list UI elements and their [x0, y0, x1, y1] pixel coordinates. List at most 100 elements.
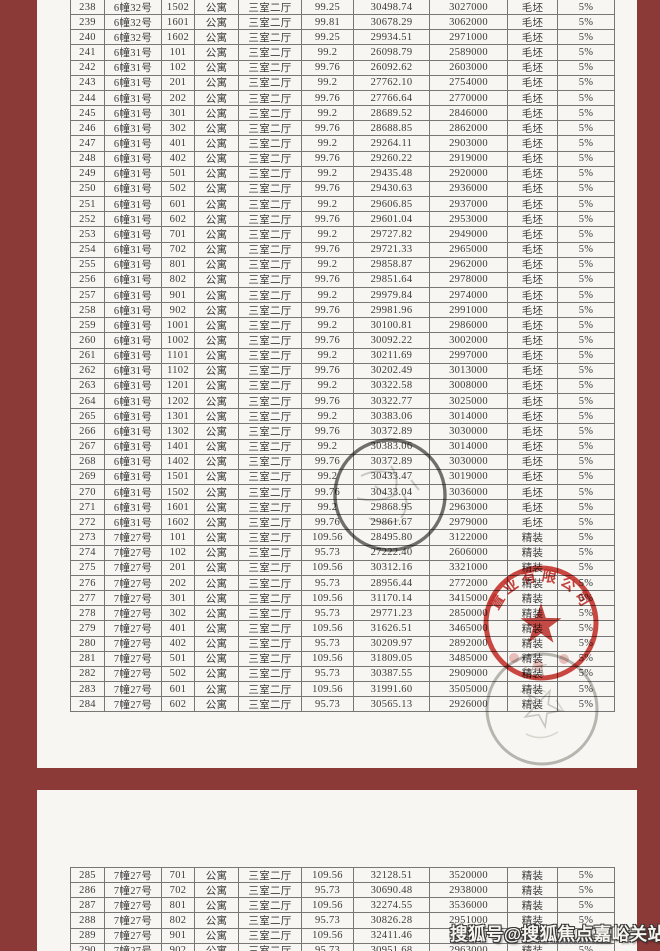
- cell-finish: 毛坯: [507, 363, 557, 378]
- table-row: 261 6幢31号 1101 公寓 三室二厅 99.2 30211.69 299…: [71, 347, 614, 363]
- cell-ratio: 5%: [557, 606, 614, 621]
- cell-room-number: 1002: [161, 333, 194, 348]
- cell-area: 99.76: [301, 363, 353, 378]
- cell-area: 99.76: [301, 515, 353, 530]
- cell-row-number: 240: [79, 31, 96, 43]
- cell-total-price: 3062000: [429, 15, 507, 30]
- cell-unit-price: 29430.63: [353, 181, 429, 197]
- cell-row-number: 253: [79, 228, 96, 240]
- cell-ratio: 5%: [557, 60, 614, 75]
- cell-room-number: 701: [161, 868, 194, 883]
- table-row: 253 6幢31号 701 公寓 三室二厅 99.2 29727.82 2949…: [71, 226, 614, 242]
- cell-layout: 三室二厅: [238, 697, 301, 712]
- cell-building: 6幢31号: [104, 272, 161, 287]
- cell-unit-price: 30209.97: [353, 636, 429, 651]
- table-row: 277 7幢27号 301 公寓 三室二厅 109.56 31170.14 34…: [71, 590, 614, 606]
- cell-building: 6幢31号: [104, 90, 161, 106]
- cell-finish: 精装: [507, 928, 557, 943]
- cell-room-number: 1001: [161, 318, 194, 333]
- table-row: 252 6幢31号 602 公寓 三室二厅 99.76 29601.04 295…: [71, 211, 614, 227]
- cell-building: 6幢31号: [104, 60, 161, 75]
- cell-finish: 毛坯: [507, 287, 557, 303]
- cell-ratio: 5%: [557, 287, 614, 303]
- cell-ratio: 5%: [557, 0, 614, 15]
- cell-unit-price: 30387.55: [353, 666, 429, 682]
- cell-layout: 三室二厅: [238, 883, 301, 898]
- cell-layout: 三室二厅: [238, 530, 301, 545]
- cell-total-price: 2926000: [429, 697, 507, 712]
- cell-unit-price: 29727.82: [353, 227, 429, 242]
- cell-row-number: 272: [79, 516, 96, 528]
- cell-building: 6幢31号: [104, 136, 161, 151]
- cell-row-number: 257: [79, 289, 96, 301]
- cell-finish: 毛坯: [507, 30, 557, 45]
- cell-room-number: 501: [161, 166, 194, 181]
- cell-property-type: 公寓: [194, 575, 238, 591]
- cell-property-type: 公寓: [194, 318, 238, 333]
- cell-room-number: 701: [161, 227, 194, 242]
- cell-room-number: 1602: [161, 515, 194, 530]
- cell-area: 109.56: [301, 868, 353, 883]
- cell-unit-price: 29435.48: [353, 166, 429, 181]
- cell-layout: 三室二厅: [238, 545, 301, 560]
- cell-property-type: 公寓: [194, 530, 238, 545]
- cell-area: 99.2: [301, 378, 353, 394]
- cell-property-type: 公寓: [194, 45, 238, 60]
- cell-unit-price: 29979.84: [353, 287, 429, 303]
- cell-area: 99.2: [301, 287, 353, 303]
- cell-area: 99.2: [301, 106, 353, 121]
- cell-unit-price: 30322.58: [353, 378, 429, 394]
- cell-property-type: 公寓: [194, 212, 238, 227]
- cell-total-price: 2909000: [429, 666, 507, 682]
- cell-unit-price: 29934.51: [353, 30, 429, 45]
- cell-finish: 精装: [507, 591, 557, 606]
- cell-room-number: 501: [161, 651, 194, 666]
- cell-area: 99.81: [301, 15, 353, 30]
- cell-row-number: 241: [79, 47, 96, 59]
- cell-room-number: 202: [161, 575, 194, 591]
- cell-total-price: 2846000: [429, 106, 507, 121]
- cell-unit-price: 30433.04: [353, 485, 429, 500]
- cell-total-price: 3014000: [429, 409, 507, 424]
- cell-finish: 毛坯: [507, 106, 557, 121]
- cell-finish: 毛坯: [507, 45, 557, 60]
- cell-row-number: 265: [79, 410, 96, 422]
- cell-ratio: 5%: [557, 883, 614, 898]
- cell-unit-price: 31626.51: [353, 621, 429, 636]
- cell-room-number: 802: [161, 272, 194, 287]
- cell-finish: 毛坯: [507, 90, 557, 106]
- cell-building: 6幢31号: [104, 439, 161, 454]
- table-row: 290 7幢27号 902 公寓 三室二厅 95.73 30951.68 296…: [71, 942, 614, 951]
- cell-building: 7幢27号: [104, 545, 161, 560]
- cell-property-type: 公寓: [194, 394, 238, 409]
- cell-area: 99.2: [301, 348, 353, 363]
- cell-finish: 毛坯: [507, 272, 557, 287]
- cell-unit-price: 29771.23: [353, 606, 429, 621]
- cell-building: 7幢27号: [104, 606, 161, 621]
- cell-row-number: 283: [79, 683, 96, 695]
- cell-property-type: 公寓: [194, 257, 238, 272]
- cell-row-number: 250: [79, 183, 96, 195]
- cell-building: 6幢31号: [104, 106, 161, 121]
- cell-room-number: 1601: [161, 15, 194, 30]
- cell-unit-price: 29868.95: [353, 500, 429, 515]
- cell-row-number: 256: [79, 274, 96, 286]
- table-row: 262 6幢31号 1102 公寓 三室二厅 99.76 30202.49 30…: [71, 362, 614, 378]
- cell-building: 6幢31号: [104, 318, 161, 333]
- table-row: 267 6幢31号 1401 公寓 三室二厅 99.2 30383.06 301…: [71, 438, 614, 454]
- table-row: 247 6幢31号 401 公寓 三室二厅 99.2 29264.11 2903…: [71, 135, 614, 151]
- cell-room-number: 202: [161, 90, 194, 106]
- cell-finish: 毛坯: [507, 257, 557, 272]
- cell-total-price: 3505000: [429, 682, 507, 697]
- cell-area: 95.73: [301, 575, 353, 591]
- cell-unit-price: 32411.46: [353, 928, 429, 943]
- cell-area: 99.2: [301, 136, 353, 151]
- cell-ratio: 5%: [557, 181, 614, 197]
- cell-finish: 毛坯: [507, 15, 557, 30]
- cell-area: 95.73: [301, 913, 353, 928]
- table-row: 274 7幢27号 102 公寓 三室二厅 95.73 27222.40 260…: [71, 544, 614, 560]
- cell-total-price: 2589000: [429, 45, 507, 60]
- cell-layout: 三室二厅: [238, 151, 301, 166]
- cell-building: 6幢31号: [104, 500, 161, 515]
- cell-finish: 毛坯: [507, 60, 557, 75]
